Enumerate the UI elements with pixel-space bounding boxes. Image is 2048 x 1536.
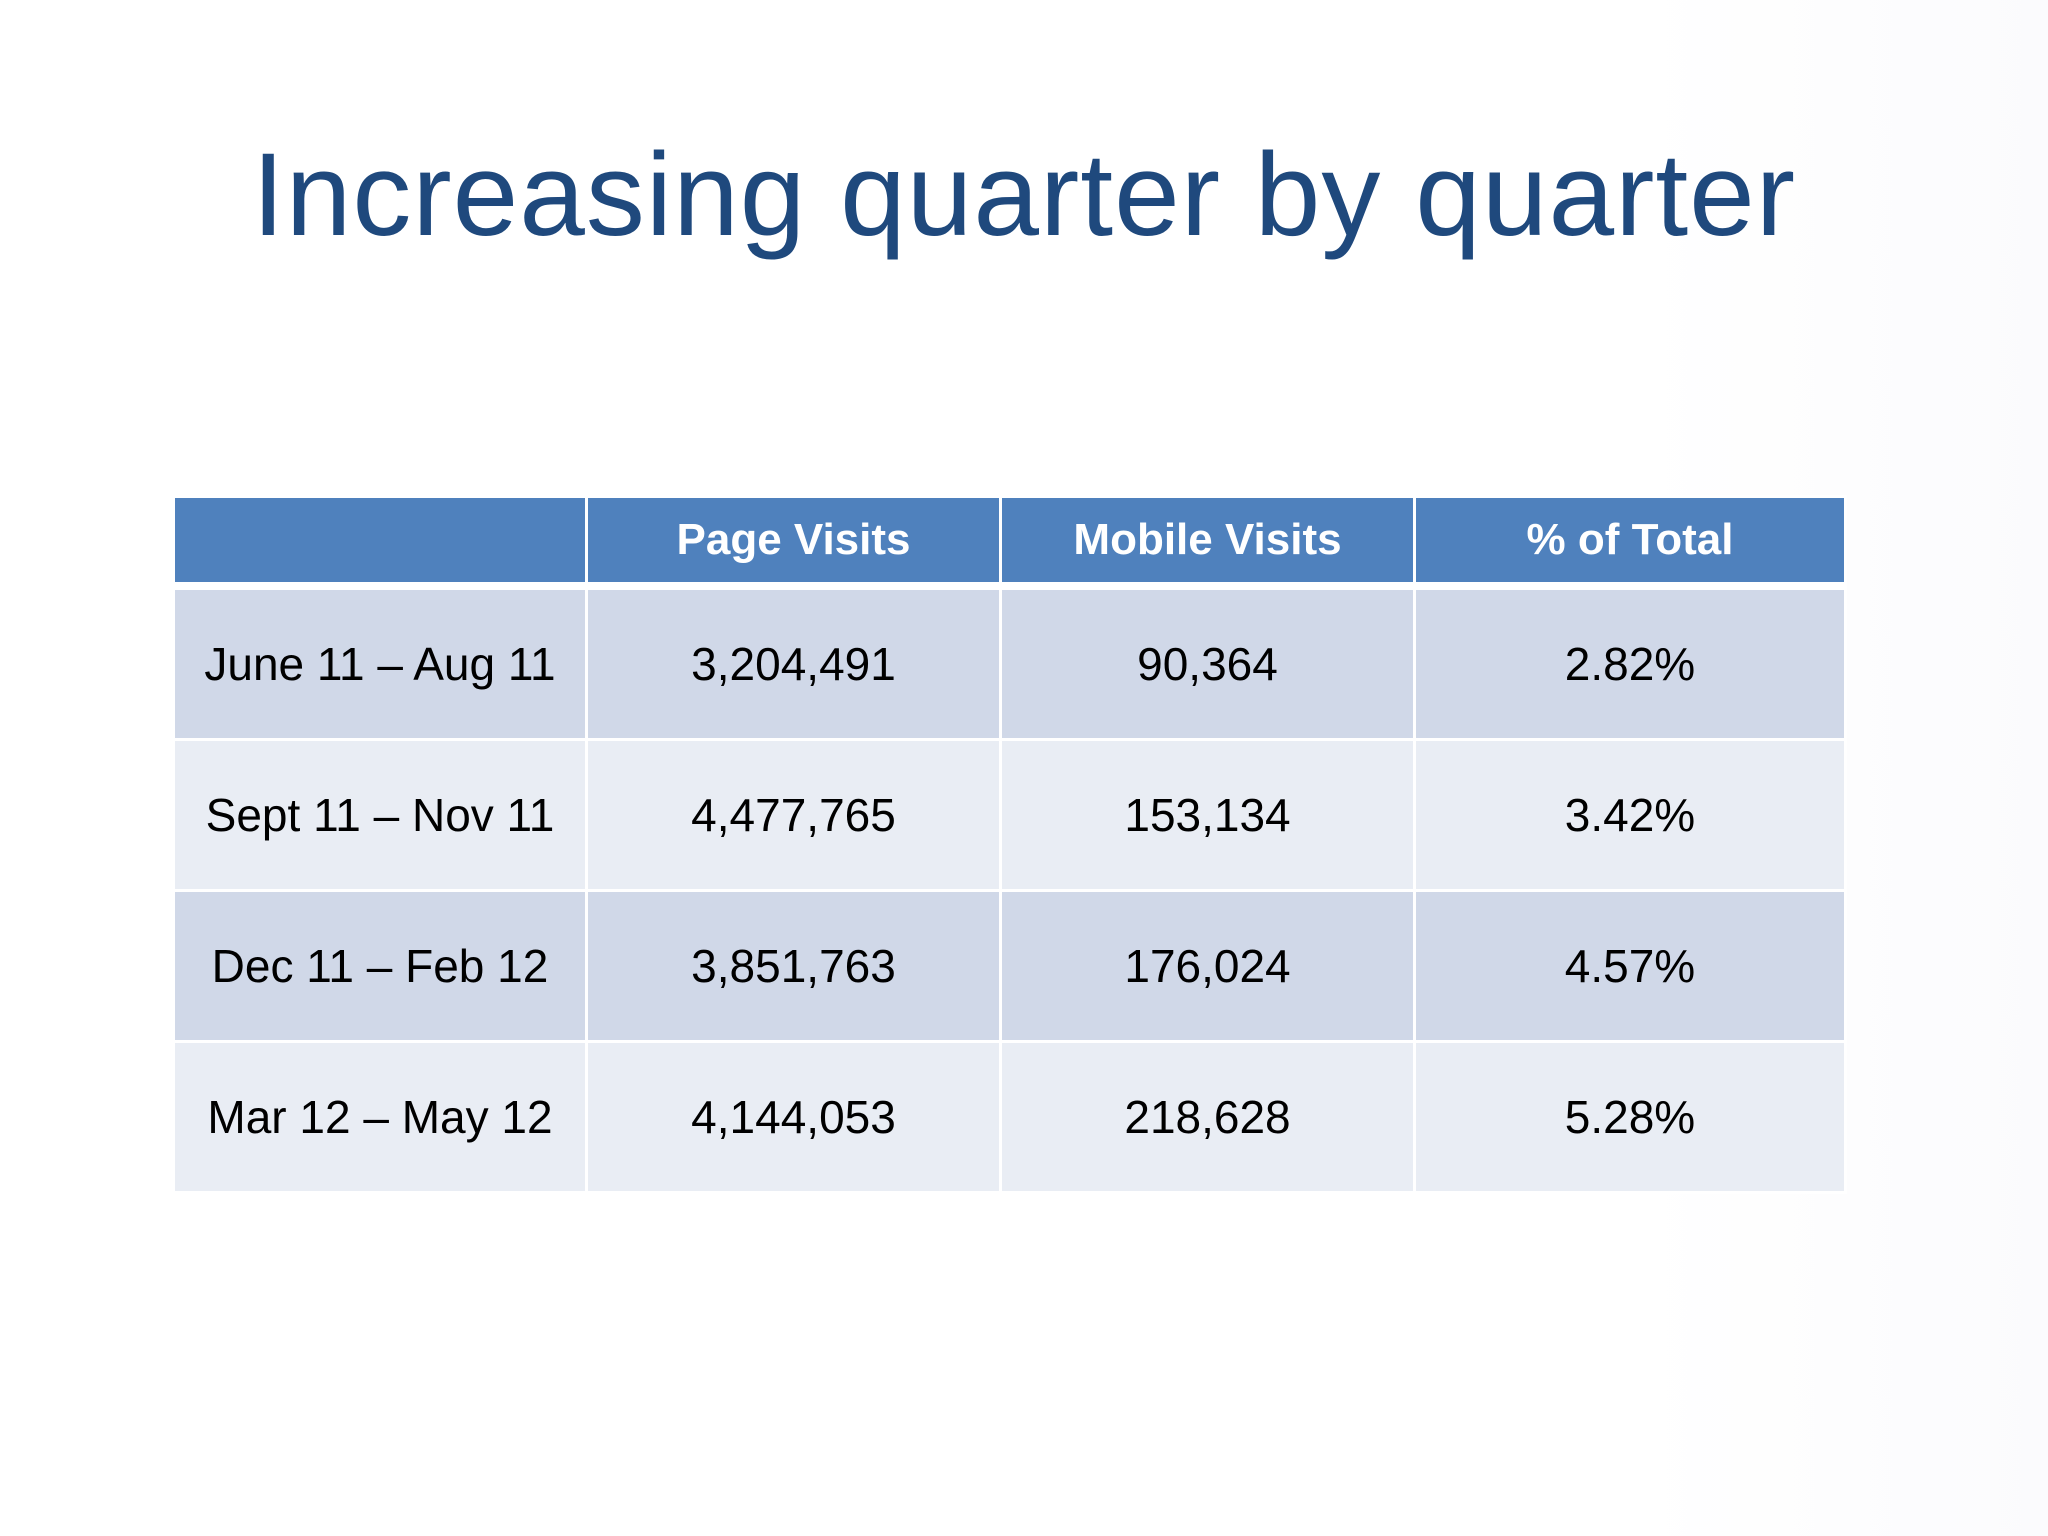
table-row: Mar 12 – May 12 4,144,053 218,628 5.28% <box>172 1040 1847 1194</box>
header-cell-mobile-visits: Mobile Visits <box>999 495 1416 590</box>
slide-title: Increasing quarter by quarter <box>251 129 1797 261</box>
table-row: Dec 11 – Feb 12 3,851,763 176,024 4.57% <box>172 889 1847 1043</box>
table-row: Sept 11 – Nov 11 4,477,765 153,134 3.42% <box>172 738 1847 892</box>
mobile-visits-cell: 90,364 <box>999 584 1416 741</box>
row-label: Sept 11 – Nov 11 <box>172 738 588 892</box>
percent-total-cell: 4.57% <box>1413 889 1847 1043</box>
page-visits-cell: 3,204,491 <box>585 584 1002 741</box>
table-row: June 11 – Aug 11 3,204,491 90,364 2.82% <box>172 584 1847 741</box>
percent-total-cell: 2.82% <box>1413 584 1847 741</box>
header-cell-period <box>172 495 588 590</box>
mobile-visits-cell: 153,134 <box>999 738 1416 892</box>
page-visits-cell: 3,851,763 <box>585 889 1002 1043</box>
row-label: Mar 12 – May 12 <box>172 1040 588 1194</box>
mobile-visits-cell: 176,024 <box>999 889 1416 1043</box>
row-label: Dec 11 – Feb 12 <box>172 889 588 1043</box>
header-cell-page-visits: Page Visits <box>585 495 1002 590</box>
page-visits-cell: 4,144,053 <box>585 1040 1002 1194</box>
table-header-row: Page Visits Mobile Visits % of Total <box>172 495 1847 590</box>
mobile-visits-cell: 218,628 <box>999 1040 1416 1194</box>
percent-total-cell: 5.28% <box>1413 1040 1847 1194</box>
header-cell-percent-total: % of Total <box>1413 495 1847 590</box>
percent-total-cell: 3.42% <box>1413 738 1847 892</box>
row-label: June 11 – Aug 11 <box>172 584 588 741</box>
page-visits-cell: 4,477,765 <box>585 738 1002 892</box>
visits-table: Page Visits Mobile Visits % of Total Jun… <box>172 495 1847 1194</box>
